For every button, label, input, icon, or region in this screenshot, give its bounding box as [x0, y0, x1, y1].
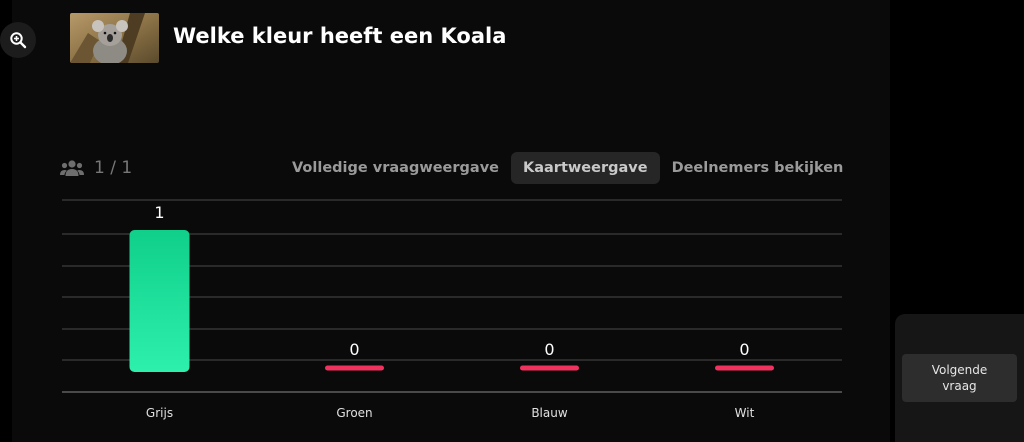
next-question-label-line2: vraag	[942, 379, 977, 393]
tick-label-grijs: Grijs	[146, 406, 173, 420]
next-question-label-line1: Volgende	[931, 362, 988, 377]
tab-participants[interactable]: Deelnemers bekijken	[671, 160, 844, 176]
koala-photo	[70, 13, 159, 63]
zoom-in-icon	[10, 32, 27, 49]
tab-full-question[interactable]: Volledige vraagweergave	[292, 160, 499, 176]
participant-count: 1 / 1	[94, 158, 133, 178]
question-image	[70, 13, 159, 63]
tick-label-blauw: Blauw	[531, 406, 568, 420]
next-question-label: Volgende vraag	[932, 362, 988, 394]
zoom-in-button[interactable]	[0, 22, 36, 58]
data-label-wit: 0	[739, 340, 749, 359]
participant-counter: 1 / 1	[60, 156, 132, 180]
next-question-button[interactable]: Volgende vraag	[902, 354, 1017, 402]
users-icon	[60, 160, 84, 176]
action-panel: Volgende vraag	[895, 314, 1024, 442]
results-bar-chart: 1 Grijs 0 Groen 0 Blauw 0 Wit	[62, 199, 842, 420]
data-label-grijs: 1	[154, 203, 164, 222]
question-title: Welke kleur heeft een Koala	[173, 24, 507, 48]
tick-label-wit: Wit	[735, 406, 755, 420]
tab-chart-view[interactable]: Kaartweergave	[511, 152, 660, 184]
view-tabs: Volledige vraagweergave Kaartweergave De…	[280, 152, 855, 184]
tick-label-groen: Groen	[336, 406, 372, 420]
data-label-groen: 0	[349, 340, 359, 359]
bar-grijs	[129, 230, 190, 372]
data-label-blauw: 0	[544, 340, 554, 359]
